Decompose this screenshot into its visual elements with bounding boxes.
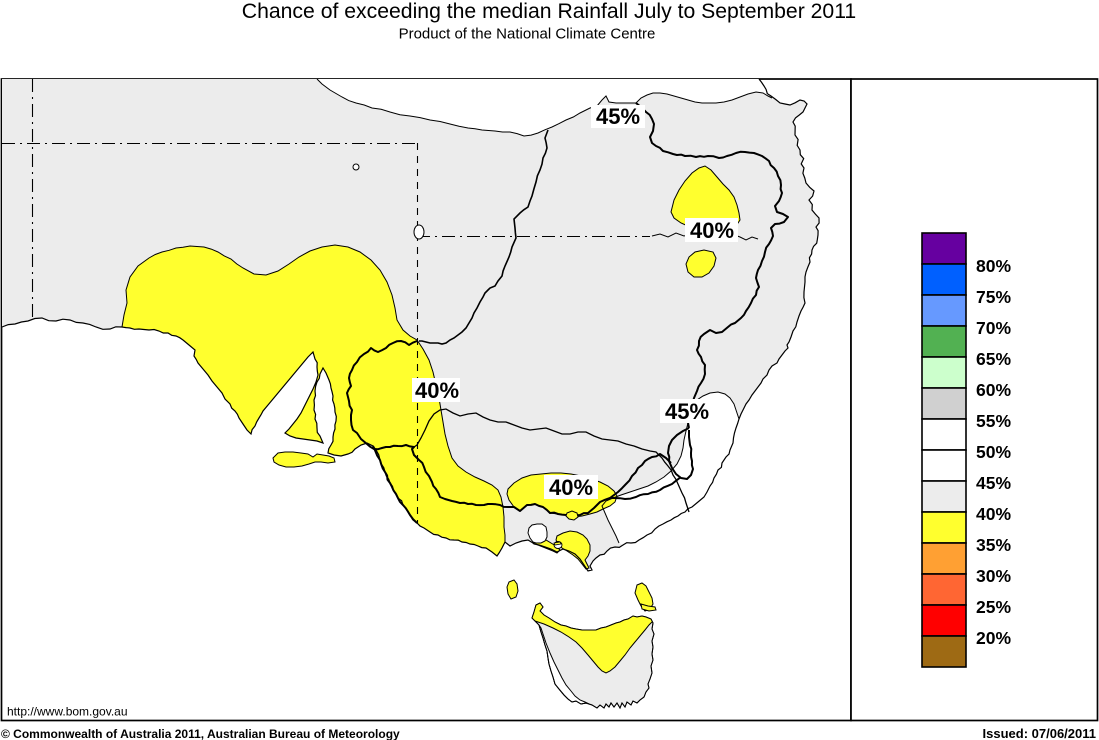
svg-text:50%: 50% — [976, 442, 1011, 462]
svg-text:35%: 35% — [976, 535, 1011, 555]
svg-text:Chance of exceeding the median: Chance of exceeding the median Rainfall … — [242, 0, 856, 23]
svg-text:40%: 40% — [549, 475, 593, 500]
svg-text:60%: 60% — [976, 380, 1011, 400]
svg-text:30%: 30% — [976, 566, 1011, 586]
svg-text:http://www.bom.gov.au: http://www.bom.gov.au — [7, 705, 128, 719]
svg-text:45%: 45% — [665, 399, 709, 424]
svg-text:75%: 75% — [976, 287, 1011, 307]
svg-text:20%: 20% — [976, 628, 1011, 648]
svg-text:25%: 25% — [976, 597, 1011, 617]
svg-text:70%: 70% — [976, 318, 1011, 338]
svg-text:80%: 80% — [976, 256, 1011, 276]
svg-text:45%: 45% — [596, 104, 640, 129]
svg-text:© Commonwealth of Australia 20: © Commonwealth of Australia 2011, Austra… — [1, 727, 400, 740]
svg-text:40%: 40% — [690, 218, 734, 243]
svg-text:40%: 40% — [415, 378, 459, 403]
svg-text:55%: 55% — [976, 411, 1011, 431]
svg-text:Issued: 07/06/2011: Issued: 07/06/2011 — [983, 726, 1096, 740]
svg-text:45%: 45% — [976, 473, 1011, 493]
svg-text:40%: 40% — [976, 504, 1011, 524]
svg-text:Product of the National Climat: Product of the National Climate Centre — [399, 26, 656, 43]
svg-text:65%: 65% — [976, 349, 1011, 369]
